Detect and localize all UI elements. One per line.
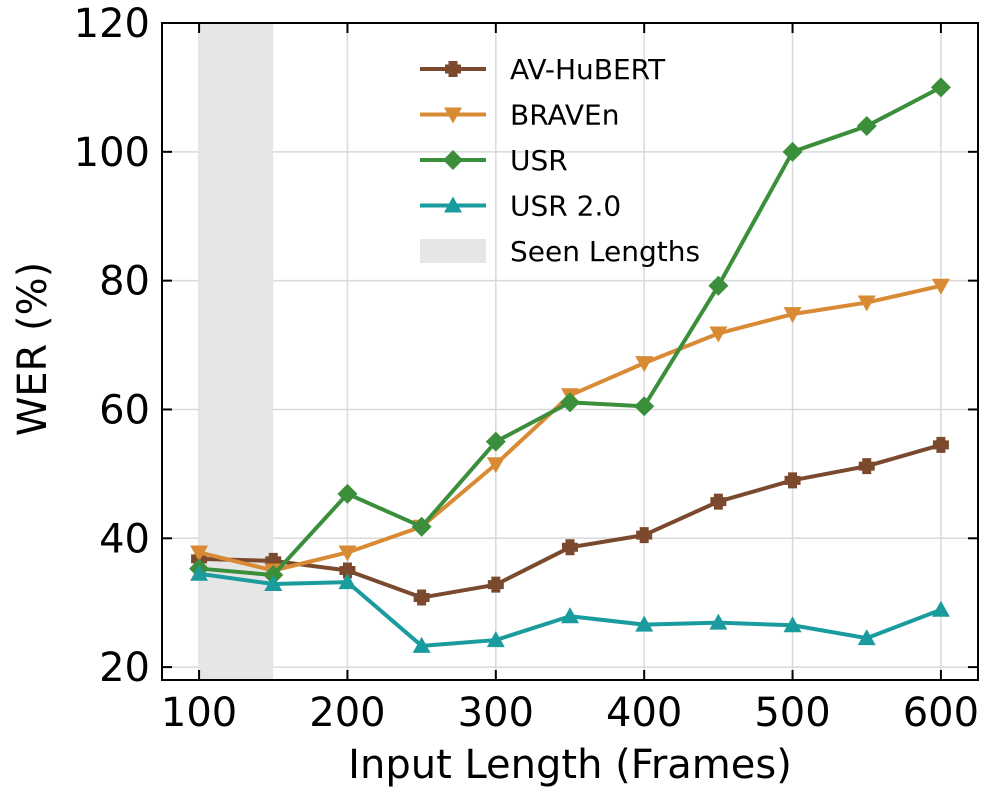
data-point-av-hubert	[710, 493, 727, 510]
data-point-av-hubert	[636, 527, 653, 544]
data-point-usr	[782, 141, 803, 162]
x-tick-label: 300	[458, 690, 534, 736]
data-point-av-hubert	[932, 436, 949, 453]
x-tick-label: 600	[903, 690, 979, 736]
legend-label: AV-HuBERT	[510, 53, 666, 86]
data-point-braven	[857, 295, 876, 312]
y-tick-label: 60	[99, 387, 150, 433]
data-point-braven	[709, 326, 728, 343]
data-point-usr-2-0	[931, 600, 950, 617]
series-av-hubert	[191, 436, 949, 606]
data-point-usr-2-0	[338, 573, 357, 590]
data-point-av-hubert	[487, 576, 504, 593]
data-point-usr	[337, 483, 358, 504]
series-line-usr	[198, 85, 942, 578]
data-point-usr-2-0	[857, 629, 876, 646]
y-axis-title: WER (%)	[10, 262, 56, 437]
data-point-usr	[485, 431, 506, 452]
data-point-usr-2-0	[709, 613, 728, 630]
data-point-usr-2-0	[190, 564, 209, 581]
legend-label: BRAVEn	[510, 99, 619, 132]
legend-swatch	[420, 239, 486, 263]
data-point-braven	[635, 356, 654, 373]
data-point-usr-2-0	[561, 607, 579, 624]
data-point-av-hubert	[413, 589, 430, 606]
data-point-braven	[931, 278, 950, 295]
legend-item-braven: BRAVEn	[420, 99, 619, 132]
data-point-av-hubert	[562, 539, 578, 556]
y-tick-label: 120	[74, 1, 150, 47]
data-point-usr	[708, 275, 729, 296]
data-point-av-hubert	[858, 458, 875, 475]
x-tick-label: 100	[161, 690, 237, 736]
legend-marker	[443, 150, 463, 170]
data-point-usr	[634, 396, 655, 417]
legend-marker	[444, 107, 462, 124]
data-point-braven	[190, 545, 209, 562]
legend-label: Seen Lengths	[510, 235, 700, 268]
series-braven	[190, 278, 950, 580]
data-point-av-hubert	[339, 562, 356, 579]
x-tick-label: 200	[309, 690, 385, 736]
data-point-braven	[486, 457, 505, 474]
y-tick-label: 80	[99, 259, 150, 305]
plot-frame	[161, 22, 979, 681]
legend: AV-HuBERT BRAVEn USR USR 2.0 Seen Lengths	[420, 53, 700, 268]
series-usr	[189, 77, 951, 586]
x-tick-label: 400	[606, 690, 682, 736]
legend-item-seen-lengths: Seen Lengths	[420, 235, 700, 268]
data-point-usr	[560, 392, 580, 413]
data-point-braven	[783, 307, 802, 324]
legend-item-av-hubert: AV-HuBERT	[420, 53, 666, 86]
data-point-usr	[263, 565, 284, 586]
legend-marker	[444, 196, 462, 213]
plot-border	[161, 22, 979, 681]
data-point-usr	[856, 116, 877, 137]
series-line-braven	[198, 283, 942, 573]
legend-marker	[445, 61, 461, 77]
data-point-usr	[930, 77, 951, 98]
y-tick-label: 100	[74, 130, 150, 176]
data-point-usr	[411, 516, 432, 537]
legend-item-usr: USR	[420, 144, 568, 177]
data-point-braven	[338, 545, 357, 562]
series-lines	[189, 77, 951, 653]
legend-item-usr-2-0: USR 2.0	[420, 190, 621, 223]
data-point-usr-2-0	[635, 615, 654, 632]
data-point-usr-2-0	[486, 631, 505, 648]
data-point-usr-2-0	[264, 575, 283, 592]
axis-ticks: 100 200 300 400 500 600 20 40 60 80 100 120	[74, 1, 979, 736]
legend-label: USR	[510, 144, 568, 177]
x-axis-title: Input Length (Frames)	[348, 742, 792, 788]
data-point-usr-2-0	[412, 636, 431, 653]
data-point-usr-2-0	[783, 616, 802, 633]
series-line-av-hubert	[199, 442, 942, 600]
y-tick-label: 20	[99, 645, 150, 691]
x-tick-label: 500	[754, 690, 830, 736]
data-point-av-hubert	[784, 472, 801, 489]
legend-label: USR 2.0	[510, 190, 621, 223]
series-usr-2-0	[190, 564, 950, 653]
y-tick-label: 40	[99, 516, 150, 562]
